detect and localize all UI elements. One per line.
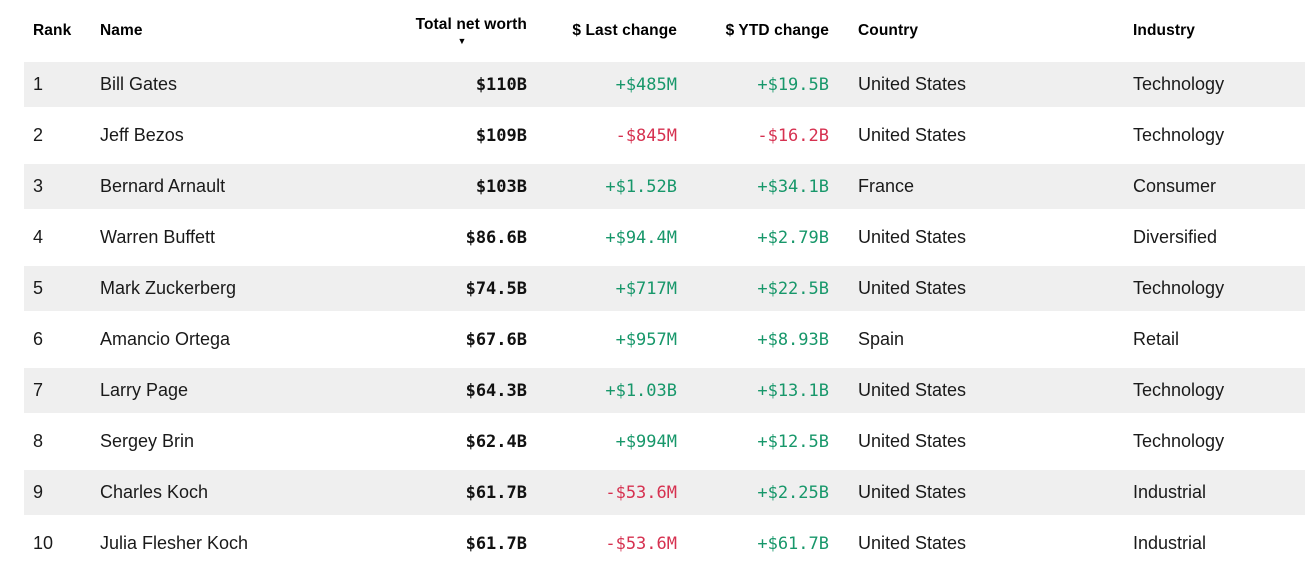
country-cell: United States <box>858 482 967 502</box>
sort-descending-icon: ▼ <box>457 36 467 46</box>
column-header-rank[interactable]: Rank <box>33 22 72 39</box>
rank-cell: 1 <box>33 74 44 94</box>
rank-cell: 5 <box>33 278 44 298</box>
last-change-cell: +$994M <box>615 431 677 452</box>
table-row[interactable]: 5 Mark Zuckerberg $74.5B +$717M +$22.5B … <box>24 266 1305 311</box>
name-cell[interactable]: Jeff Bezos <box>100 125 184 145</box>
rank-cell: 9 <box>33 482 44 502</box>
rank-cell: 3 <box>33 176 44 196</box>
column-header-country[interactable]: Country <box>858 22 919 39</box>
industry-cell: Diversified <box>1133 227 1218 247</box>
table-header-row: Rank Name Total net worth ▼ $ Last chang… <box>24 0 1305 62</box>
table-row[interactable]: 9 Charles Koch $61.7B -$53.6M +$2.25B Un… <box>24 470 1305 515</box>
industry-cell: Retail <box>1133 329 1180 349</box>
name-cell[interactable]: Amancio Ortega <box>100 329 231 349</box>
net-worth-cell: $62.4B <box>465 431 527 452</box>
industry-cell: Technology <box>1133 125 1225 145</box>
last-change-cell: +$717M <box>615 278 677 299</box>
table-row[interactable]: 1 Bill Gates $110B +$485M +$19.5B United… <box>24 62 1305 107</box>
country-cell: United States <box>858 431 967 451</box>
country-cell: United States <box>858 380 967 400</box>
name-cell[interactable]: Warren Buffett <box>100 227 216 247</box>
ytd-change-cell: +$12.5B <box>757 431 829 452</box>
industry-cell: Technology <box>1133 278 1225 298</box>
table-row[interactable]: 6 Amancio Ortega $67.6B +$957M +$8.93B S… <box>24 317 1305 362</box>
table-row[interactable]: 3 Bernard Arnault $103B +$1.52B +$34.1B … <box>24 164 1305 209</box>
country-cell: United States <box>858 227 967 247</box>
name-cell[interactable]: Charles Koch <box>100 482 209 502</box>
net-worth-cell: $61.7B <box>465 533 527 554</box>
name-cell[interactable]: Larry Page <box>100 380 189 400</box>
ytd-change-cell: +$2.25B <box>757 482 829 503</box>
table-body: 1 Bill Gates $110B +$485M +$19.5B United… <box>24 62 1305 566</box>
industry-cell: Technology <box>1133 74 1225 94</box>
industry-cell: Consumer <box>1133 176 1217 196</box>
column-header-net-worth[interactable]: Total net worth ▼ <box>397 16 527 46</box>
ytd-change-cell: +$8.93B <box>757 329 829 350</box>
name-cell[interactable]: Mark Zuckerberg <box>100 278 237 298</box>
net-worth-cell: $103B <box>475 176 527 197</box>
net-worth-cell: $67.6B <box>465 329 527 350</box>
country-cell: United States <box>858 125 967 145</box>
rank-cell: 8 <box>33 431 44 451</box>
last-change-cell: +$1.03B <box>605 380 677 401</box>
country-cell: United States <box>858 278 967 298</box>
column-header-net-worth-label: Total net worth <box>415 16 527 33</box>
rank-cell: 7 <box>33 380 44 400</box>
last-change-cell: +$94.4M <box>605 227 677 248</box>
last-change-cell: -$845M <box>615 125 677 146</box>
net-worth-cell: $74.5B <box>465 278 527 299</box>
column-header-last-change[interactable]: $ Last change <box>572 22 677 39</box>
table-row[interactable]: 10 Julia Flesher Koch $61.7B -$53.6M +$6… <box>24 521 1305 566</box>
industry-cell: Industrial <box>1133 482 1207 502</box>
table-row[interactable]: 4 Warren Buffett $86.6B +$94.4M +$2.79B … <box>24 215 1305 260</box>
last-change-cell: -$53.6M <box>605 482 677 503</box>
column-header-industry[interactable]: Industry <box>1133 22 1195 39</box>
table-row[interactable]: 7 Larry Page $64.3B +$1.03B +$13.1B Unit… <box>24 368 1305 413</box>
name-cell[interactable]: Sergey Brin <box>100 431 195 451</box>
rank-cell: 2 <box>33 125 44 145</box>
ytd-change-cell: +$22.5B <box>757 278 829 299</box>
ytd-change-cell: -$16.2B <box>757 125 829 146</box>
name-cell[interactable]: Julia Flesher Koch <box>100 533 249 553</box>
rank-cell: 4 <box>33 227 44 247</box>
ytd-change-cell: +$19.5B <box>757 74 829 95</box>
table-row[interactable]: 2 Jeff Bezos $109B -$845M -$16.2B United… <box>24 113 1305 158</box>
name-cell[interactable]: Bill Gates <box>100 74 178 94</box>
industry-cell: Technology <box>1133 380 1225 400</box>
last-change-cell: +$485M <box>615 74 677 95</box>
rank-cell: 6 <box>33 329 44 349</box>
net-worth-cell: $109B <box>475 125 527 146</box>
column-header-ytd-change[interactable]: $ YTD change <box>725 22 829 39</box>
ytd-change-cell: +$2.79B <box>757 227 829 248</box>
last-change-cell: -$53.6M <box>605 533 677 554</box>
ytd-change-cell: +$61.7B <box>757 533 829 554</box>
country-cell: United States <box>858 74 967 94</box>
net-worth-cell: $86.6B <box>465 227 527 248</box>
country-cell: France <box>858 176 915 196</box>
ytd-change-cell: +$34.1B <box>757 176 829 197</box>
ytd-change-cell: +$13.1B <box>757 380 829 401</box>
industry-cell: Industrial <box>1133 533 1207 553</box>
table-row[interactable]: 8 Sergey Brin $62.4B +$994M +$12.5B Unit… <box>24 419 1305 464</box>
last-change-cell: +$957M <box>615 329 677 350</box>
column-header-name[interactable]: Name <box>100 22 143 39</box>
net-worth-cell: $61.7B <box>465 482 527 503</box>
rank-cell: 10 <box>33 533 54 553</box>
last-change-cell: +$1.52B <box>605 176 677 197</box>
country-cell: Spain <box>858 329 905 349</box>
net-worth-cell: $110B <box>475 74 527 95</box>
net-worth-cell: $64.3B <box>465 380 527 401</box>
industry-cell: Technology <box>1133 431 1225 451</box>
country-cell: United States <box>858 533 967 553</box>
name-cell[interactable]: Bernard Arnault <box>100 176 226 196</box>
